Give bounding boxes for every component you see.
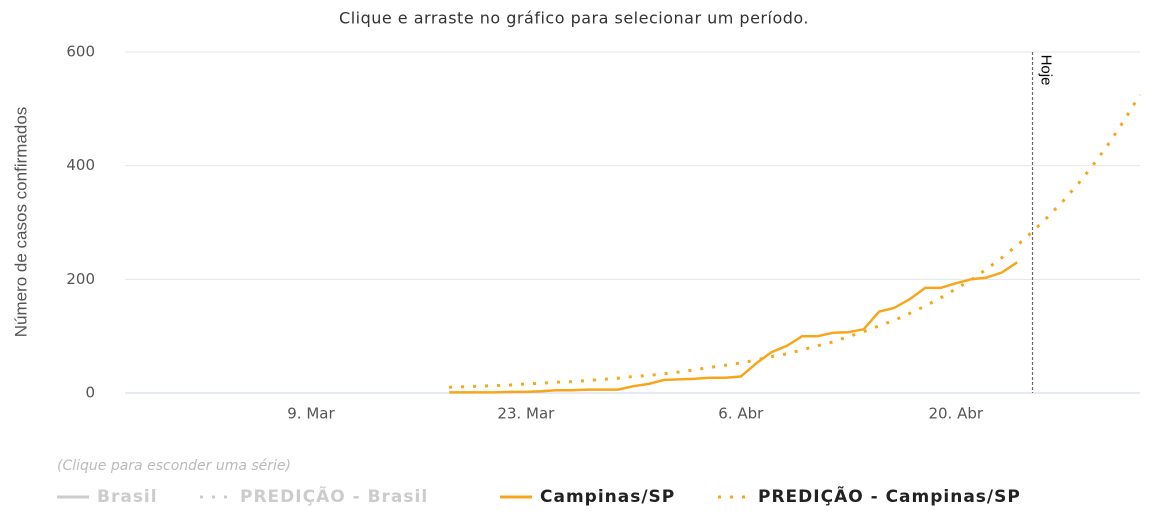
legend-label[interactable]: Brasil <box>97 487 158 507</box>
series-line <box>449 93 1142 389</box>
legend-label[interactable]: PREDIÇÃO - Campinas/SP <box>758 484 1021 507</box>
legend-label[interactable]: Campinas/SP <box>540 487 675 507</box>
y-tick-label: 200 <box>66 270 95 288</box>
series-line <box>449 261 1018 394</box>
chart-subtitle: Clique e arraste no gráfico para selecio… <box>339 9 809 28</box>
x-tick-label: 9. Mar <box>287 405 335 423</box>
y-tick-label: 600 <box>66 43 95 61</box>
x-tick-label: 20. Abr <box>928 405 983 423</box>
x-tick-label: 6. Abr <box>718 405 764 423</box>
y-tick-label: 0 <box>85 384 95 402</box>
x-tick-label: 23. Mar <box>497 405 555 423</box>
today-label: Hoje <box>1038 55 1055 86</box>
y-tick-label: 400 <box>66 156 95 174</box>
y-axis-title: Número de casos confirmados <box>11 107 30 338</box>
legend-label[interactable]: PREDIÇÃO - Brasil <box>240 484 428 507</box>
legend-hint: (Clique para esconder uma série) <box>57 458 291 474</box>
